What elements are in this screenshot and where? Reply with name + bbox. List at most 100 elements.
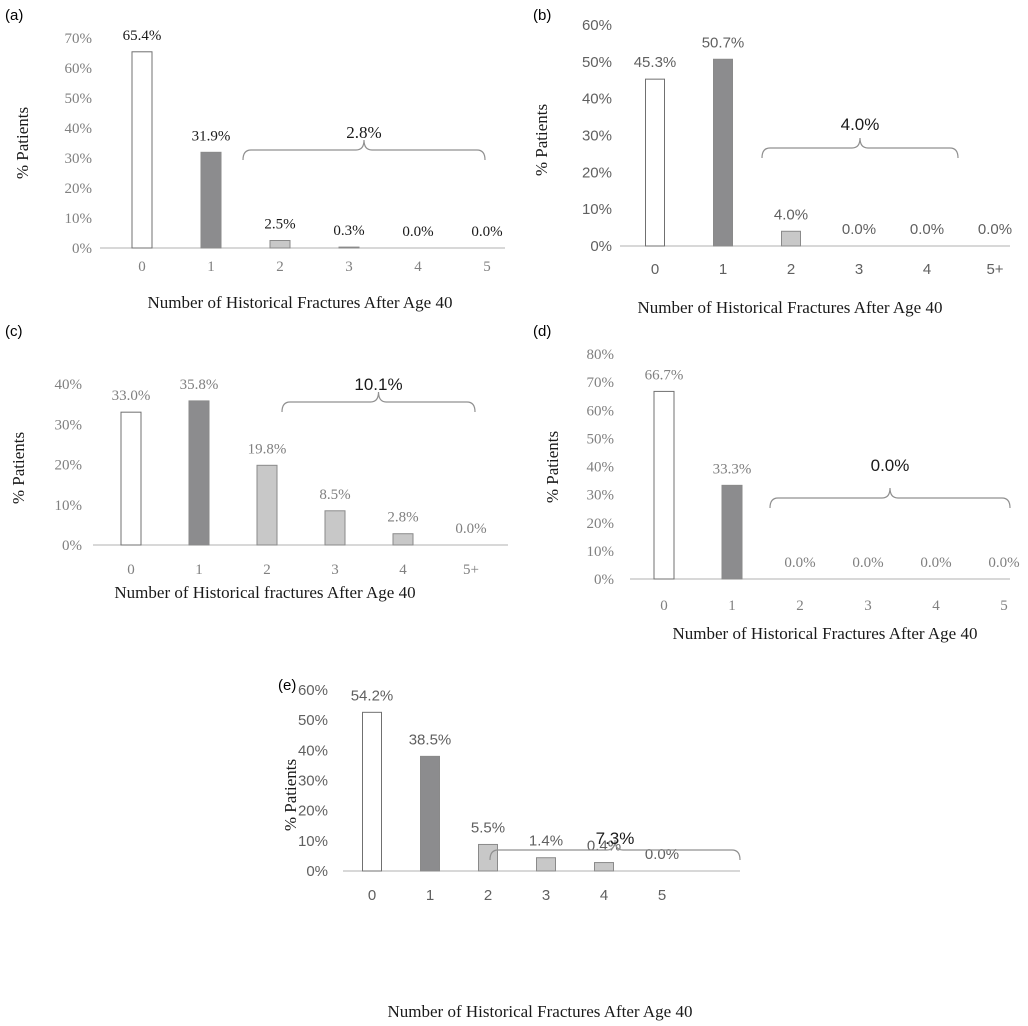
y-tick-label: 20% [587, 516, 615, 532]
bar [338, 246, 360, 249]
x-tick-label: 1 [426, 887, 434, 904]
y-tick-label: 0% [594, 572, 614, 588]
group-total-label: 7.3% [596, 829, 635, 848]
x-tick-label: 5+ [463, 562, 479, 578]
bar [256, 464, 278, 546]
data-label: 54.2% [351, 687, 394, 704]
y-tick-label: 20% [582, 164, 612, 181]
bar [269, 240, 291, 249]
group-brace [489, 839, 741, 861]
x-tick-label: 5 [658, 887, 666, 904]
y-tick-label: 40% [55, 377, 83, 393]
y-tick-label: 40% [298, 742, 328, 759]
x-tick-label: 4 [414, 259, 422, 275]
panel-label: (a) [5, 7, 23, 24]
data-label: 0.0% [645, 846, 679, 863]
panel-label: (d) [533, 323, 551, 340]
data-label: 5.5% [471, 819, 505, 836]
group-total-label: 2.8% [346, 123, 381, 142]
y-tick-label: 10% [587, 544, 615, 560]
bar [392, 533, 414, 546]
data-label: 4.0% [774, 206, 808, 223]
y-tick-label: 60% [587, 403, 615, 419]
x-tick-label: 0 [127, 562, 135, 578]
panel-label: (e) [278, 677, 296, 694]
chart-panel-4: (e) 0% 10% 20% 30% 40% 50% 60% 54.2% 0 38.5% 1 5.5% 2… [278, 677, 741, 1021]
data-label: 0.0% [988, 555, 1019, 571]
y-tick-label: 30% [582, 128, 612, 145]
group-total-label: 10.1% [354, 375, 402, 394]
x-tick-label: 2 [796, 598, 804, 614]
bar [781, 230, 801, 247]
bar [188, 400, 210, 546]
y-tick-label: 30% [587, 488, 615, 504]
bar [200, 151, 222, 249]
data-label: 35.8% [180, 377, 219, 393]
x-tick-label: 1 [719, 261, 727, 278]
bar [713, 58, 733, 247]
y-tick-label: 50% [582, 54, 612, 71]
bar [478, 843, 498, 872]
x-axis-title: Number of Historical Fractures After Age… [388, 1002, 693, 1021]
bar [653, 390, 675, 580]
y-tick-label: 10% [55, 498, 83, 514]
y-tick-label: 70% [65, 31, 93, 47]
data-label: 0.0% [920, 555, 951, 571]
x-tick-label: 2 [484, 887, 492, 904]
y-tick-label: 60% [582, 17, 612, 34]
x-tick-label: 2 [787, 261, 795, 278]
x-tick-label: 5 [483, 259, 491, 275]
bar [362, 711, 382, 872]
y-tick-label: 0% [72, 241, 92, 257]
x-axis-title: Number of Historical Fractures After Age… [673, 624, 978, 643]
y-tick-label: 10% [582, 201, 612, 218]
y-tick-label: 10% [298, 833, 328, 850]
data-label: 0.0% [842, 221, 876, 238]
y-tick-label: 30% [55, 417, 83, 433]
x-tick-label: 1 [207, 259, 215, 275]
y-tick-label: 60% [298, 682, 328, 699]
data-label: 50.7% [702, 34, 745, 51]
group-total-label: 4.0% [841, 115, 880, 134]
y-axis-title: % Patients [543, 431, 562, 503]
data-label: 45.3% [634, 54, 677, 71]
chart-panel-2: (c) 0% 10% 20% 30% 40% 33.0% 0 35.8% 1 19.8% 2 8.5% 3… [5, 323, 508, 602]
data-label: 66.7% [645, 367, 684, 383]
y-tick-label: 10% [65, 211, 93, 227]
group-brace [761, 137, 959, 159]
y-tick-label: 30% [298, 773, 328, 790]
y-tick-label: 20% [55, 458, 83, 474]
x-tick-label: 0 [660, 598, 668, 614]
x-tick-label: 0 [368, 887, 376, 904]
y-tick-label: 70% [587, 375, 615, 391]
panel-label: (c) [5, 323, 23, 340]
bar [645, 78, 665, 247]
y-tick-label: 50% [65, 91, 93, 107]
chart-panel-3: (d) 0% 10% 20% 30% 40% 50% 60% 70% 80% 66.7% 0 33.3%… [533, 323, 1020, 643]
x-tick-label: 2 [263, 562, 271, 578]
bar [721, 484, 743, 580]
data-label: 0.0% [784, 555, 815, 571]
data-label: 2.5% [264, 217, 295, 233]
x-tick-label: 3 [331, 562, 339, 578]
bar [594, 862, 614, 872]
x-axis-title: Number of Historical Fractures After Age… [638, 298, 943, 317]
x-tick-label: 0 [651, 261, 659, 278]
x-tick-label: 4 [932, 598, 940, 614]
y-tick-label: 0% [306, 863, 328, 880]
x-axis-title: Number of Historical Fractures After Age… [148, 293, 453, 312]
y-tick-label: 40% [582, 91, 612, 108]
y-tick-label: 20% [298, 803, 328, 820]
bar [131, 51, 153, 249]
data-label: 0.3% [333, 223, 364, 239]
data-label: 2.8% [387, 510, 418, 526]
x-tick-label: 4 [923, 261, 931, 278]
x-tick-label: 5+ [986, 261, 1003, 278]
chart-panel-0: (a) 0% 10% 20% 30% 40% 50% 60% 70% 65.4% 0 31.9% 1 2.… [5, 7, 505, 312]
group-brace [242, 139, 486, 161]
x-tick-label: 4 [399, 562, 407, 578]
x-tick-label: 3 [855, 261, 863, 278]
data-label: 33.0% [112, 388, 151, 404]
y-tick-label: 0% [590, 238, 612, 255]
y-tick-label: 50% [298, 712, 328, 729]
